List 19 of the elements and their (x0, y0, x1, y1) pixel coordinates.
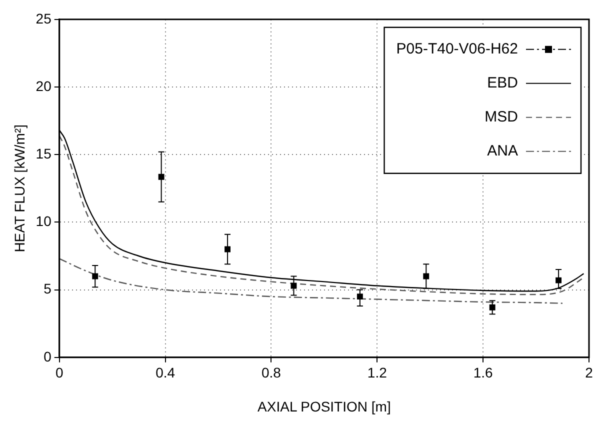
legend-label: EBD (487, 74, 518, 92)
x-tick-label: 0.8 (261, 364, 282, 381)
legend-label: MSD (484, 108, 518, 126)
y-tick-label: 20 (36, 78, 52, 94)
x-tick-label: 1.6 (473, 364, 494, 381)
legend-label: ANA (487, 142, 518, 160)
y-tick-label: 5 (44, 280, 52, 297)
x-tick-label: 2 (585, 364, 594, 381)
y-tick-label: 10 (36, 213, 52, 230)
y-axis-title: HEAT FLUX [kW/m²] (11, 124, 28, 252)
line-series (59, 258, 564, 304)
y-tick-label: 0 (44, 348, 52, 364)
y-tick-label: 25 (36, 10, 52, 26)
x-tick-label: 0.4 (156, 364, 176, 381)
y-tick-label: 15 (36, 145, 52, 162)
legend-label: P05-T40-V06-H62 (396, 40, 518, 58)
x-tick-label: 0 (55, 364, 64, 381)
x-tick-label: 1.2 (367, 364, 388, 381)
x-axis-title: AXIAL POSITION [m] (258, 398, 391, 414)
